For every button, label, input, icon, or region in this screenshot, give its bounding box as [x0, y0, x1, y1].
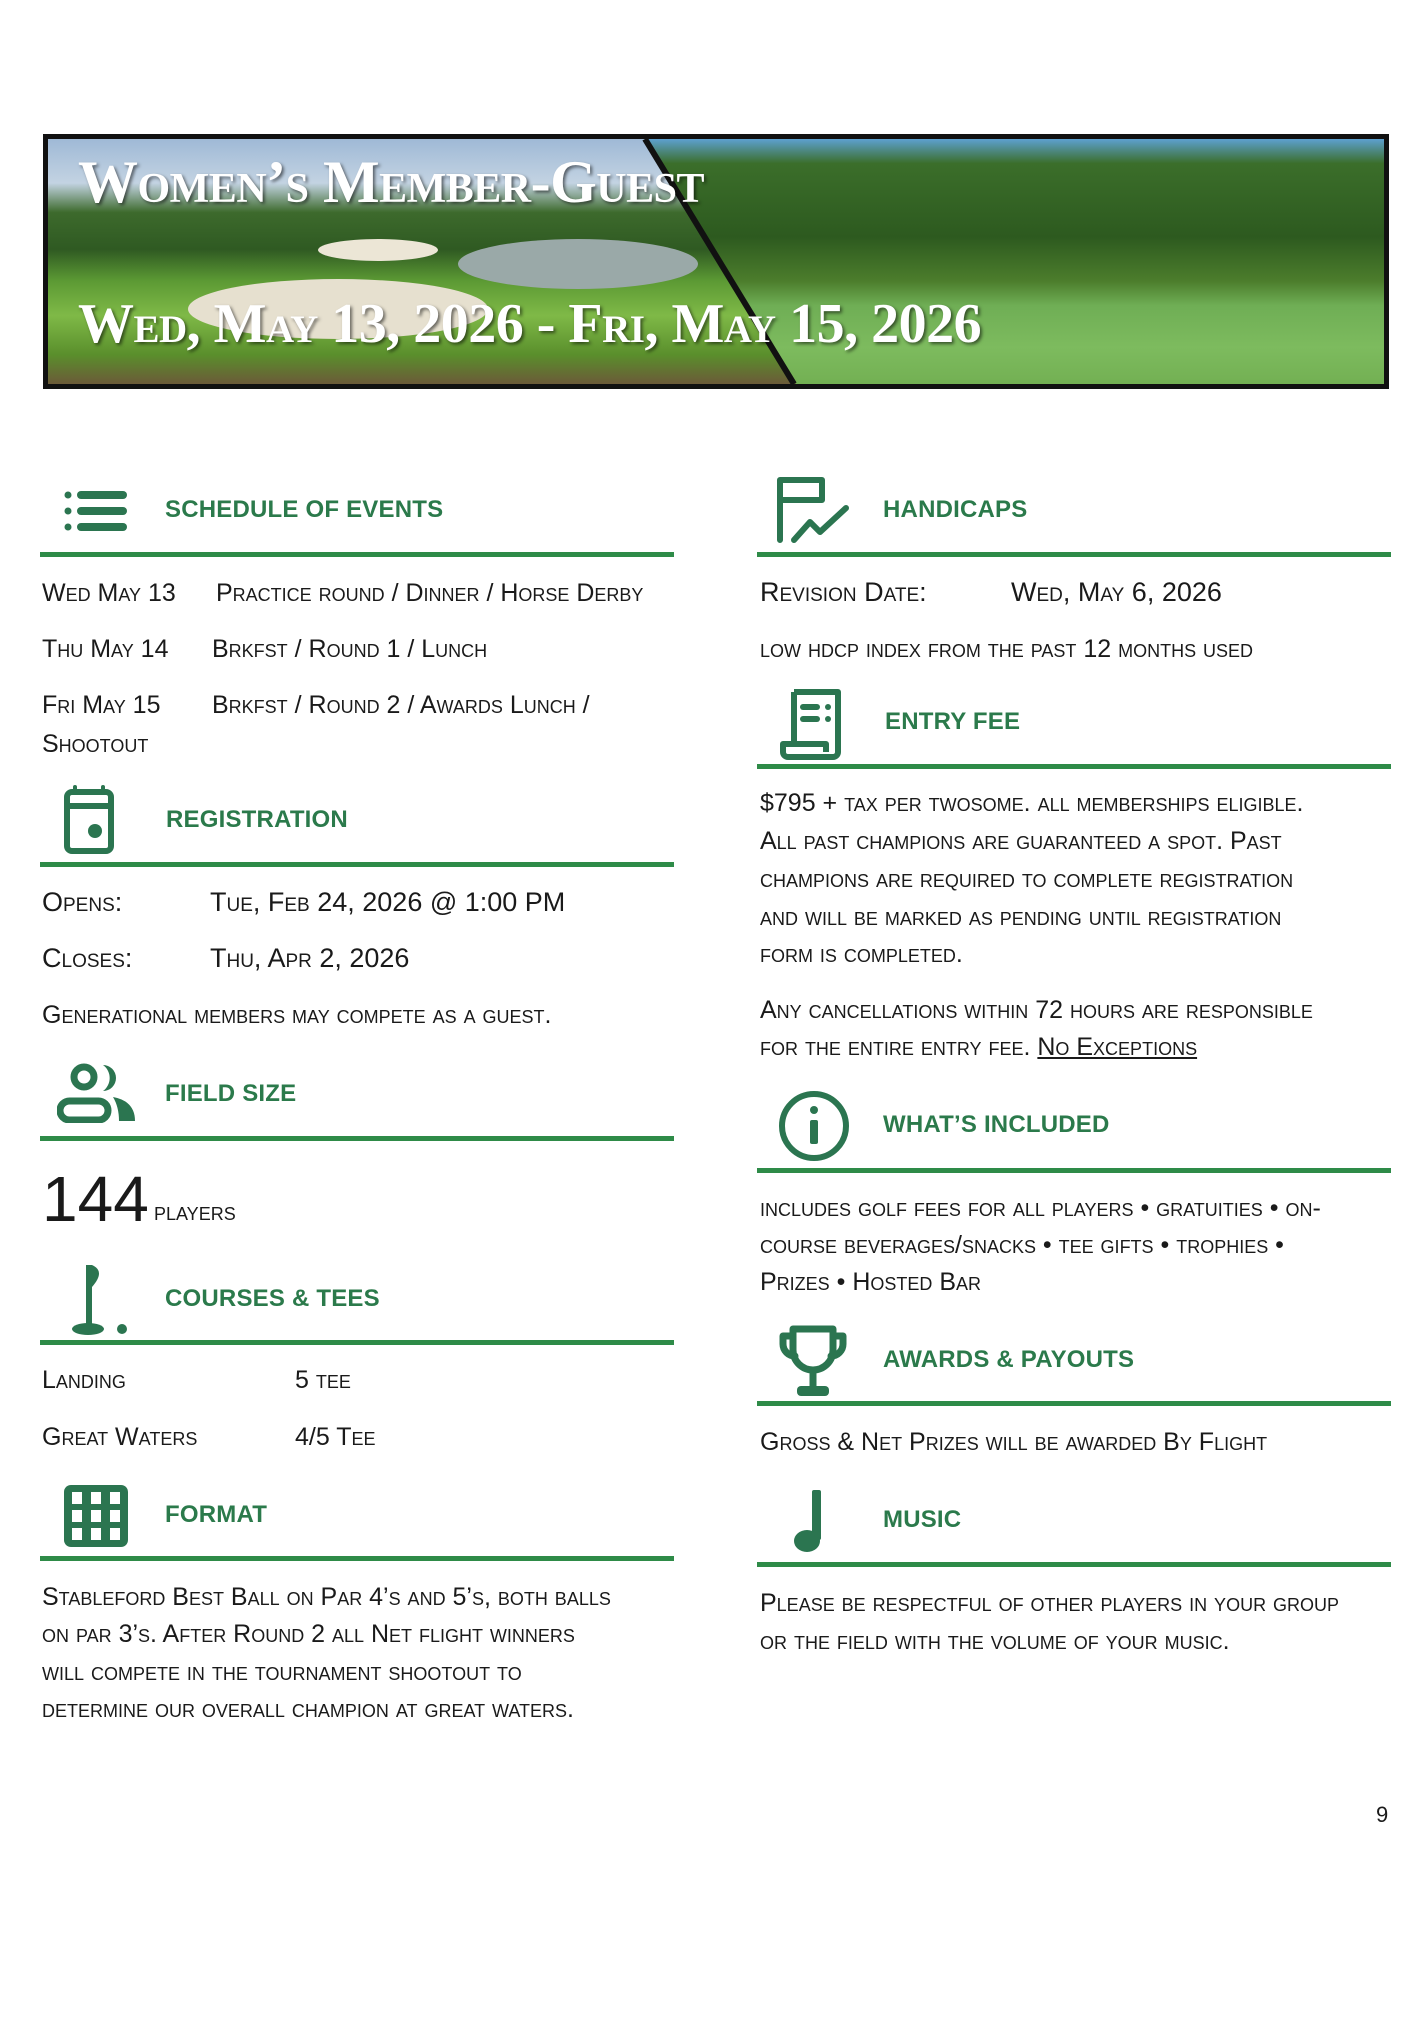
section-divider [40, 1340, 674, 1345]
included-line: includes golf fees for all players • gra… [760, 1194, 1321, 1222]
whats-included-heading: WHAT’S INCLUDED [883, 1111, 1110, 1138]
entry-fee-line: All past champions are guaranteed a spot… [760, 827, 1282, 855]
list-icon [64, 491, 127, 531]
music-note-icon [794, 1490, 821, 1552]
course-tee: 4/5 Tee [295, 1423, 376, 1451]
music-line: or the field with the volume of your mus… [760, 1627, 1230, 1655]
section-divider [40, 1556, 674, 1561]
entry-fee-line: form is completed. [760, 940, 963, 968]
awards-text: Gross & Net Prizes will be awarded By Fl… [760, 1428, 1268, 1456]
revision-date-value: Wed, May 6, 2026 [1011, 577, 1222, 607]
section-divider [757, 764, 1391, 769]
event-title: Women’s Member-Guest [78, 149, 705, 215]
format-text-line: will compete in the tournament shootout … [42, 1658, 522, 1686]
format-heading: FORMAT [165, 1501, 268, 1528]
opens-value: Tue, Feb 24, 2026 @ 1:00 PM [210, 887, 566, 917]
people-icon [57, 1063, 135, 1123]
course-name: Landing [42, 1366, 126, 1394]
schedule-events: Practice round / Dinner / Horse Derby [216, 579, 644, 607]
format-text-line: on par 3’s. After Round 2 all Net flight… [42, 1620, 575, 1648]
awards-heading: AWARDS & PAYOUTS [883, 1346, 1135, 1373]
music-line: Please be respectful of other players in… [760, 1589, 1340, 1617]
schedule-heading: SCHEDULE OF EVENTS [165, 496, 444, 523]
schedule-events: Brkfst / Round 1 / Lunch [212, 635, 488, 663]
registration-heading: REGISTRATION [166, 806, 348, 833]
field-size-heading: FIELD SIZE [165, 1080, 297, 1107]
section-divider [40, 862, 674, 867]
info-icon [779, 1091, 849, 1161]
section-divider [757, 1168, 1391, 1173]
registration-note: Generational members may compete as a gu… [42, 1001, 552, 1029]
cancellation-line: Any cancellations within 72 hours are re… [760, 996, 1313, 1024]
entry-fee-line: and will be marked as pending until regi… [760, 903, 1282, 931]
handicaps-note: low hdcp index from the past 12 months u… [760, 635, 1254, 663]
course-name: Great Waters [42, 1423, 198, 1451]
bunker-graphic [318, 239, 438, 261]
schedule-day: Thu May 14 [42, 635, 169, 663]
closes-value: Thu, Apr 2, 2026 [210, 943, 410, 973]
section-divider [757, 1401, 1391, 1406]
schedule-events-continued: Shootout [42, 730, 149, 758]
banner-divider [642, 139, 797, 384]
event-dates: Wed, May 13, 2026 - Fri, May 15, 2026 [78, 293, 982, 355]
event-banner: Women’s Member-Guest Wed, May 13, 2026 -… [43, 134, 1389, 389]
receipt-icon [780, 689, 841, 760]
schedule-day: Wed May 13 [42, 579, 176, 607]
opens-label: Opens: [42, 887, 123, 917]
format-text-line: determine our overall champion at great … [42, 1695, 575, 1723]
entry-fee-line: $795 + tax per twosome. all memberships … [760, 789, 1304, 817]
player-count: 144 [42, 1163, 149, 1235]
player-count-unit: players [154, 1198, 236, 1226]
music-heading: MUSIC [883, 1506, 962, 1533]
bunker-graphic [188, 279, 488, 339]
course-tee: 5 tee [295, 1366, 351, 1394]
pond-graphic [458, 239, 698, 289]
cancellation-line: for the entire entry fee. No Exceptions [760, 1032, 1197, 1062]
schedule-day: Fri May 15 [42, 691, 161, 719]
included-line: Prizes • Hosted Bar [760, 1268, 982, 1296]
entry-fee-line: champions are required to complete regis… [760, 865, 1294, 893]
entry-fee-heading: ENTRY FEE [885, 708, 1021, 735]
trophy-icon [779, 1325, 847, 1396]
no-exceptions-text: No Exceptions [1037, 1033, 1198, 1061]
grid-icon [64, 1485, 128, 1547]
chart-document-icon [777, 477, 849, 543]
cancellation-text: for the entire entry fee. [760, 1033, 1031, 1061]
golf-flag-icon [72, 1265, 127, 1335]
calendar-icon [64, 785, 114, 854]
handicaps-heading: HANDICAPS [883, 496, 1028, 523]
revision-date-label: Revision Date: [760, 577, 927, 607]
section-divider [757, 552, 1391, 557]
courses-heading: COURSES & TEES [165, 1285, 380, 1312]
format-text-line: Stableford Best Ball on Par 4’s and 5’s,… [42, 1583, 611, 1611]
section-divider [40, 552, 674, 557]
page-number: 9 [1376, 1802, 1389, 1827]
included-line: course beverages/snacks • tee gifts • tr… [760, 1231, 1284, 1259]
section-divider [40, 1136, 674, 1141]
closes-label: Closes: [42, 943, 133, 973]
section-divider [757, 1562, 1391, 1567]
schedule-events: Brkfst / Round 2 / Awards Lunch / [212, 691, 590, 719]
